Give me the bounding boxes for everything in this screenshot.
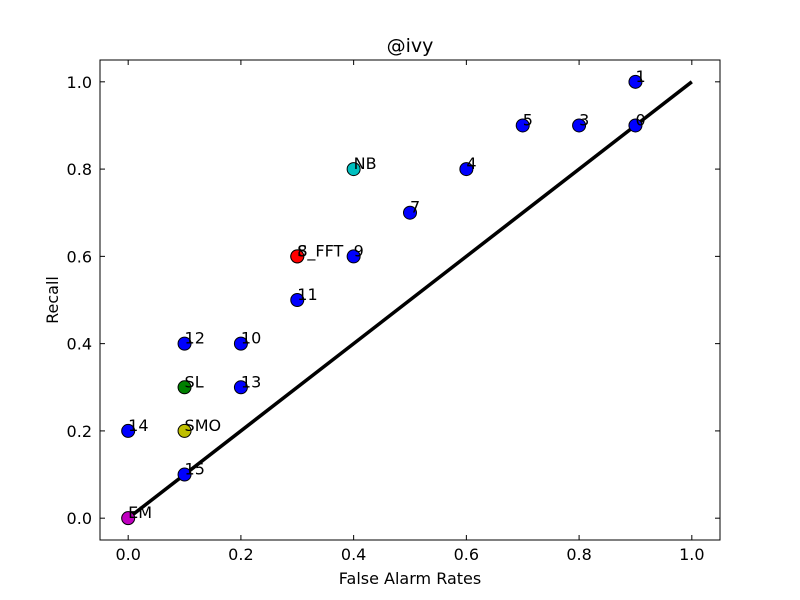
y-tick-label: 0.6 (67, 247, 92, 266)
data-point (403, 205, 417, 220)
data-point (177, 467, 192, 482)
point-label: 1 (635, 67, 645, 86)
point-label: 12 (185, 329, 205, 348)
x-tick-label: 0.8 (566, 545, 591, 564)
point-label: 8 (297, 241, 307, 260)
data-point (515, 118, 530, 133)
reference-diagonal-line (127, 80, 693, 520)
data-point (290, 293, 305, 307)
y-axis-label: Recall (43, 276, 62, 324)
point-label: 5 (523, 110, 533, 129)
data-point (233, 336, 248, 351)
x-axis-ticks: 0.0 0.2 0.4 0.6 0.8 1.0 (115, 60, 705, 564)
y-tick-label: 1.0 (67, 73, 92, 92)
point-label: SL (185, 372, 204, 391)
point-label: 4 (466, 154, 476, 173)
point-label: 0 (635, 110, 645, 129)
y-tick-label: 0.4 (67, 335, 92, 354)
point-label: 7 (410, 198, 420, 217)
data-point (346, 249, 361, 264)
data-point (177, 336, 192, 351)
data-point (121, 423, 136, 438)
data-point (233, 380, 248, 395)
data-point (346, 162, 361, 177)
x-tick-label: 1.0 (679, 545, 704, 564)
x-tick-label: 0.4 (341, 545, 366, 564)
point-label: NB (354, 154, 377, 173)
x-axis-label: False Alarm Rates (339, 569, 481, 588)
data-point (290, 249, 305, 264)
data-point (177, 380, 192, 395)
x-tick-label: 0.6 (454, 545, 479, 564)
x-tick-label: 0.2 (228, 545, 253, 564)
point-label: S_FFT (297, 241, 343, 261)
point-label: 10 (241, 329, 261, 348)
data-point (177, 423, 192, 438)
data-point (121, 511, 136, 526)
point-label: 14 (128, 416, 148, 435)
data-point (459, 162, 474, 177)
x-tick-label: 0.0 (115, 545, 140, 564)
chart-title: @ivy (387, 35, 434, 57)
point-label: 3 (579, 110, 589, 129)
point-label: 11 (297, 285, 317, 304)
point-label: 13 (241, 372, 261, 391)
y-tick-label: 0.0 (67, 509, 92, 528)
data-point (628, 74, 643, 89)
y-tick-label: 0.2 (67, 422, 92, 441)
data-point (628, 118, 643, 133)
y-tick-label: 0.8 (67, 160, 92, 179)
y-axis-ticks: 0.0 0.2 0.4 0.6 0.8 1.0 (67, 73, 720, 528)
point-label: 9 (354, 241, 364, 260)
point-label: SMO (185, 416, 222, 435)
point-label: 15 (185, 460, 205, 479)
data-points (121, 74, 643, 526)
point-label: EM (128, 503, 152, 522)
data-point (572, 118, 587, 133)
